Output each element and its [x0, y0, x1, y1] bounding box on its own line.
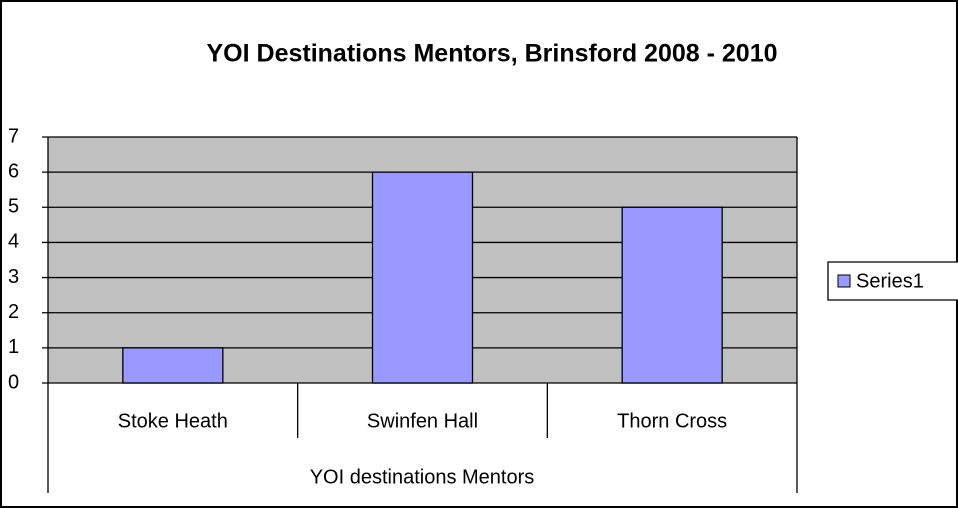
y-tick-label: 2	[8, 301, 19, 323]
y-tick-label: 3	[8, 266, 19, 288]
y-tick-label: 0	[8, 371, 19, 393]
x-tick-label: Thorn Cross	[617, 410, 727, 432]
y-tick-label: 6	[8, 160, 19, 182]
x-axis-title: YOI destinations Mentors	[310, 466, 535, 488]
y-tick-label: 4	[8, 231, 19, 253]
bar	[621, 206, 723, 384]
x-tick-label: Stoke Heath	[118, 410, 228, 432]
y-tick-label: 7	[8, 125, 19, 147]
legend-swatch	[837, 274, 851, 288]
legend-box	[827, 261, 958, 301]
chart-title: YOI Destinations Mentors, Brinsford 2008…	[207, 40, 778, 68]
x-tick-label: Swinfen Hall	[367, 410, 478, 432]
y-tick-label: 5	[8, 196, 19, 218]
y-tick-label: 1	[8, 336, 19, 358]
bar	[371, 171, 474, 384]
legend-label: Series1	[856, 270, 924, 292]
bar	[122, 347, 224, 384]
